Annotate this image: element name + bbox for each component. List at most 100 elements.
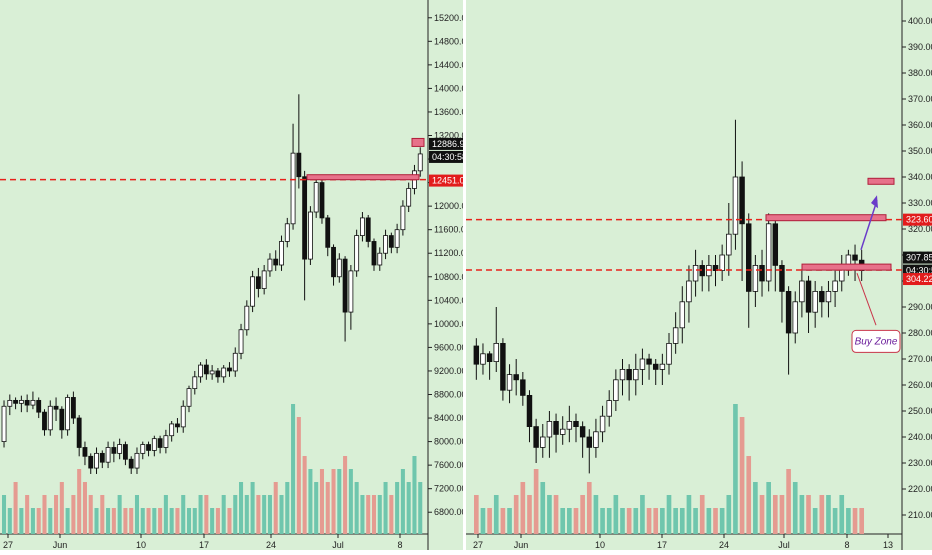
right-chart-y-tick-label: 380.00 (908, 68, 932, 78)
left-chart-y-tick-label: 8000.00 (434, 437, 463, 447)
left-chart-volume-bar (129, 508, 134, 534)
right-chart-countdown-tag: 04:30:58 (906, 266, 932, 276)
left-chart-candle-body (36, 399, 42, 413)
left-chart-volume-bar (134, 495, 140, 534)
right-chart-candle-body (679, 301, 686, 329)
left-chart-candle-body (209, 370, 215, 375)
right-chart-y-tick-label: 220.00 (908, 484, 932, 494)
left-chart-price-axis[interactable] (428, 0, 463, 550)
right-chart-volume-bar (540, 482, 546, 534)
right-chart-y-tick-label: 320.00 (908, 224, 932, 234)
right-chart-candle-body (719, 254, 725, 272)
right-chart-volume-bar (852, 508, 858, 534)
right-chart-y-tick-label: 250.00 (908, 406, 932, 416)
left-chart-resistance-zone[interactable] (306, 174, 420, 181)
left-chart-candle-body (417, 153, 423, 172)
left-chart-candle-body (186, 388, 192, 407)
left-chart-y-tick-label: 14800.00 (434, 36, 463, 46)
left-chart-volume-bar (140, 508, 145, 534)
left-chart-candle-body (302, 176, 308, 260)
right-chart-volume-bar (593, 495, 599, 534)
left-chart-x-tick-label: Jun (53, 540, 68, 550)
left-chart-canvas[interactable]: 15200.00 14800.00 14400.00 14000.00 13600.00… (0, 0, 472, 550)
panel-divider[interactable] (463, 0, 466, 550)
left-chart-candle-body (342, 258, 348, 313)
left-chart-volume-bar (204, 495, 209, 534)
right-chart-candle-body (573, 420, 579, 427)
left-chart-volume-bar (227, 508, 232, 534)
left-chart-y-tick-label: 12000.00 (434, 201, 463, 211)
right-chart-lower-zone[interactable] (801, 263, 892, 271)
left-chart-volume-bar (302, 456, 307, 534)
left-chart-candle-body (215, 370, 221, 378)
left-chart-volume-bar (77, 469, 82, 534)
left-chart-volume-bar (354, 482, 359, 534)
left-chart-volume-bar (395, 482, 400, 534)
left-chart-candle-body (388, 235, 394, 248)
right-chart-volume-bar (792, 482, 798, 534)
right-chart-volume-bar (846, 508, 851, 534)
right-chart-target-zone[interactable] (867, 177, 895, 185)
right-chart-candle-body (619, 368, 626, 381)
right-chart-volume-bar (474, 495, 479, 534)
right-chart-candle-body (726, 233, 732, 256)
right-chart-candle-body (586, 436, 592, 448)
left-chart-candle-body (325, 217, 331, 248)
right-chart-volume-bar (580, 495, 585, 534)
right-chart-background (466, 0, 932, 550)
left-chart-volume-bar (210, 508, 215, 534)
left-chart-panel[interactable]: 15200.00 14800.00 14400.00 14000.00 13600.00… (0, 0, 472, 550)
left-chart-candle-body (128, 458, 134, 469)
left-chart-volume-bar (400, 469, 405, 534)
right-chart-volume-bar (693, 508, 698, 534)
right-chart-candle-body (832, 280, 838, 292)
right-chart-y-tick-label: 210.00 (908, 510, 932, 520)
right-chart-candle-body (819, 290, 825, 303)
left-chart-y-tick-label: 11600.00 (434, 225, 463, 235)
left-chart-candle-body (365, 217, 371, 242)
right-chart-canvas[interactable]: 400.00 390.00 380.00 370.00 360.00 350.00 340.… (466, 0, 932, 550)
right-chart-callout-pointer (856, 273, 877, 326)
left-chart-candle-body (307, 211, 313, 260)
left-chart-current-zone[interactable] (411, 137, 425, 147)
left-chart-volume-bar (389, 495, 394, 534)
left-chart-volume-bar (348, 469, 353, 534)
right-chart-volume-bar (633, 508, 639, 534)
left-chart-candle-body (261, 270, 267, 289)
left-chart-y-tick-label: 15200.00 (434, 13, 463, 23)
right-chart-volume-bar (859, 508, 865, 534)
right-chart-candle-body (646, 358, 652, 365)
left-chart-volume-bar (158, 508, 163, 534)
right-chart-volume-bar (726, 495, 732, 534)
right-chart-panel[interactable]: 400.00 390.00 380.00 370.00 360.00 350.00 340.… (466, 0, 932, 550)
left-chart-candle-body (232, 352, 238, 372)
right-chart-x-tick-label: 13 (883, 540, 893, 550)
left-chart-volume-bar (250, 482, 255, 534)
left-chart-candle-body (88, 455, 94, 469)
left-chart-volume-bar (366, 495, 371, 534)
right-chart-upper-zone[interactable] (765, 214, 887, 222)
left-chart-candle-body (99, 452, 105, 463)
left-chart-candle-body (348, 270, 354, 313)
right-chart-last-price-tag-bg (903, 251, 932, 264)
right-chart-projection-arrow[interactable] (860, 200, 878, 251)
left-chart-volume-bar (65, 508, 70, 534)
left-chart-candle-body (400, 205, 406, 231)
right-chart-candle-body (746, 223, 752, 292)
right-chart-volume-bar (487, 508, 492, 534)
right-chart-buy-zone-callout[interactable] (851, 329, 901, 353)
right-chart-candle-body (526, 394, 533, 427)
left-chart-x-tick-label: 24 (266, 540, 276, 550)
right-chart-candle-body (666, 342, 672, 365)
left-chart-candle-body (94, 452, 99, 469)
left-chart-countdown-tag-bg (429, 150, 467, 163)
left-chart-volume-bar (7, 508, 12, 534)
right-chart-x-tick-label: 8 (844, 540, 849, 550)
left-chart-volume-bar (82, 482, 87, 534)
left-chart-volume-bar (192, 508, 197, 534)
left-chart-volume-bar (244, 495, 249, 534)
right-chart-candle-body (493, 342, 499, 362)
right-chart-volume-bar (766, 482, 771, 534)
left-chart-volume-bar (325, 482, 330, 534)
left-chart-candle-body (255, 276, 261, 289)
